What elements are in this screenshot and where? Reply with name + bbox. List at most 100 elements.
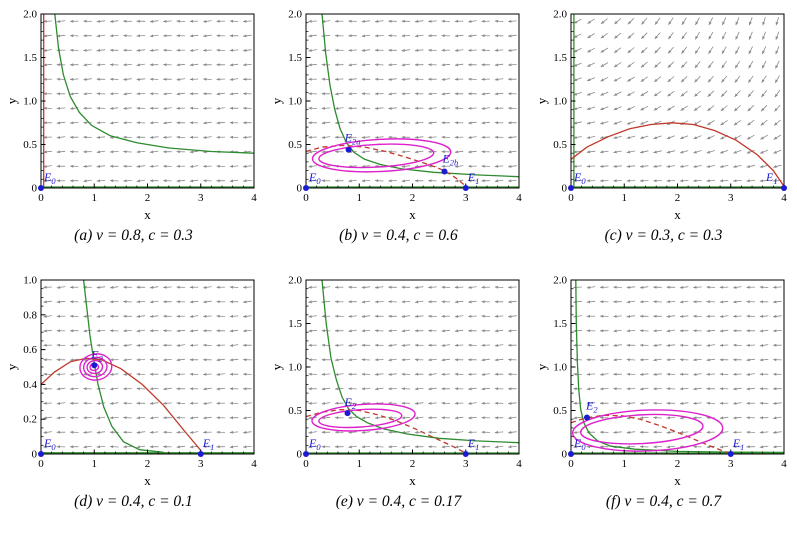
equilibrium-label-E2: E2 xyxy=(343,395,356,411)
equilibrium-label-E1: E1 xyxy=(765,170,778,186)
equilibrium-point-E0 xyxy=(567,185,574,191)
panel-c: 0 1 2 3 4 0 0.5 1.0 1.5 2.0 x y E0 E1 (c) v = 0.3, c … xyxy=(531,0,796,266)
caption-c: (c) v = 0.3, c = 0.3 xyxy=(604,227,723,244)
y-axis-label: y xyxy=(535,363,549,370)
x-tick-label: 1 xyxy=(91,458,97,470)
x-axis-label: x xyxy=(674,207,681,222)
x-axis-label: x xyxy=(144,207,151,222)
caption-b: (b) v = 0.4, c = 0.6 xyxy=(339,227,458,244)
y-axis-label: y xyxy=(535,97,549,104)
prey-nullcline-dome xyxy=(570,122,785,187)
y-tick-label: 0.5 xyxy=(288,139,302,151)
predator-nullcline xyxy=(574,279,784,454)
y-tick-label: 1.0 xyxy=(288,362,302,374)
x-tick-label: 0 xyxy=(568,458,574,470)
equilibrium-point-E2 xyxy=(344,410,351,417)
x-tick-label: 4 xyxy=(251,458,257,470)
x-tick-label: 3 xyxy=(728,192,734,204)
x-tick-label: 2 xyxy=(674,458,680,470)
y-tick-label: 1.5 xyxy=(288,52,302,64)
axes-frame: 0 1 2 3 4 0 0.5 1.0 1.5 2.0 x y xyxy=(535,275,787,489)
prey-nullcline-dome xyxy=(570,414,728,454)
axes-frame: 0 1 2 3 4 0 0.5 1.0 1.5 2.0 x y xyxy=(535,9,787,223)
equilibrium-point-E2 xyxy=(583,414,590,421)
equilibrium-label-E1: E1 xyxy=(201,436,214,452)
panel-f: 0 1 2 3 4 0 0.5 1.0 1.5 2.0 x y E2 E0 E1 (f) v = 0.4, … xyxy=(531,266,796,532)
plot-c: 0 1 2 3 4 0 0.5 1.0 1.5 2.0 x y E0 E1 xyxy=(535,9,787,223)
vector-field xyxy=(42,19,252,183)
x-tick-label: 4 xyxy=(781,458,787,470)
y-tick-label: 1.0 xyxy=(288,96,302,108)
x-axis-label: x xyxy=(674,473,681,488)
nullclines-and-cycles xyxy=(40,13,254,188)
panel-b: 0 1 2 3 4 0 0.5 1.0 1.5 2.0 x y E0 E2a E2b E1 (b) v = 0… xyxy=(266,0,531,266)
y-tick-label: 0 xyxy=(561,449,567,461)
y-tick-label: 2.0 xyxy=(288,275,302,287)
axes-frame: 0 1 2 3 4 0 0.2 0.4 0.6 0.8 1.0 x y xyxy=(5,275,257,489)
axes-frame: 0 1 2 3 4 0 0.5 1.0 1.5 2.0 x y xyxy=(5,9,257,223)
equilibrium-label-E1: E1 xyxy=(466,170,479,186)
y-tick-label: 1.0 xyxy=(23,275,37,287)
equilibrium-point-E1 xyxy=(197,451,204,457)
x-axis-label: x xyxy=(409,473,416,488)
y-tick-label: 0 xyxy=(561,183,567,195)
y-tick-label: 1.0 xyxy=(23,96,37,108)
x-tick-label: 3 xyxy=(198,192,204,204)
equilibrium-label-E0: E0 xyxy=(43,170,56,186)
x-tick-label: 3 xyxy=(198,458,204,470)
y-tick-label: 0.2 xyxy=(23,414,37,426)
x-tick-label: 4 xyxy=(516,458,522,470)
predator-nullcline xyxy=(53,13,254,154)
x-tick-label: 4 xyxy=(781,192,787,204)
vector-field xyxy=(307,19,517,183)
limit-cycle-inner xyxy=(317,408,402,429)
vector-field xyxy=(572,17,782,183)
x-tick-label: 3 xyxy=(728,458,734,470)
x-tick-label: 4 xyxy=(516,192,522,204)
nullclines-and-cycles xyxy=(40,279,254,454)
y-axis-label: y xyxy=(5,363,19,370)
limit-cycle-inner xyxy=(579,413,704,445)
y-tick-label: 0.5 xyxy=(553,405,567,417)
caption-f: (f) v = 0.4, c = 0.7 xyxy=(605,493,722,510)
y-axis-label: y xyxy=(5,97,19,104)
caption-d: (d) v = 0.4, c = 0.1 xyxy=(74,493,193,510)
y-tick-label: 0 xyxy=(296,449,302,461)
equilibrium-label-E0: E0 xyxy=(308,170,321,186)
plot-b: 0 1 2 3 4 0 0.5 1.0 1.5 2.0 x y E0 E2a E2b E1 xyxy=(270,9,522,223)
vector-field xyxy=(572,285,782,449)
predator-nullcline xyxy=(320,13,519,178)
equilibrium-label-E2a: E2a xyxy=(343,131,360,147)
y-tick-label: 2.0 xyxy=(553,275,567,287)
equilibrium-point-E0 xyxy=(302,185,309,191)
equilibrium-label-E2: E2 xyxy=(90,347,103,363)
nullclines-and-cycles xyxy=(305,279,519,454)
equilibrium-point-E2b xyxy=(440,168,447,175)
equilibria: E0 E1 xyxy=(567,170,787,191)
spiral-orbit-3 xyxy=(85,359,103,375)
equilibrium-point-E1 xyxy=(462,451,469,457)
prey-nullcline-dome xyxy=(305,408,464,453)
caption-a: (a) v = 0.8, c = 0.3 xyxy=(74,227,193,244)
x-axis-label: x xyxy=(409,207,416,222)
equilibria: E2 E0 E1 xyxy=(37,347,214,457)
equilibrium-label-E2b: E2b xyxy=(441,151,458,167)
y-tick-label: 1.0 xyxy=(553,96,567,108)
x-tick-label: 1 xyxy=(91,192,97,204)
prey-nullcline-dome xyxy=(40,357,201,451)
x-tick-label: 3 xyxy=(463,192,469,204)
spiral-orbit-1 xyxy=(78,353,112,381)
axes-frame: 0 1 2 3 4 0 0.5 1.0 1.5 2.0 x y xyxy=(270,275,522,489)
limit-cycle-outer xyxy=(311,138,451,173)
y-tick-label: 0.8 xyxy=(23,309,37,321)
vector-field xyxy=(307,285,517,449)
y-tick-label: 1.5 xyxy=(553,318,567,330)
plot-e: 0 1 2 3 4 0 0.5 1.0 1.5 2.0 x y E2 E0 E1 xyxy=(270,275,522,489)
predator-nullcline xyxy=(320,279,519,444)
x-tick-label: 0 xyxy=(568,192,574,204)
x-tick-label: 1 xyxy=(356,192,362,204)
limit-cycle-inner xyxy=(317,143,434,169)
y-tick-label: 1.5 xyxy=(553,52,567,64)
x-tick-label: 0 xyxy=(38,458,44,470)
